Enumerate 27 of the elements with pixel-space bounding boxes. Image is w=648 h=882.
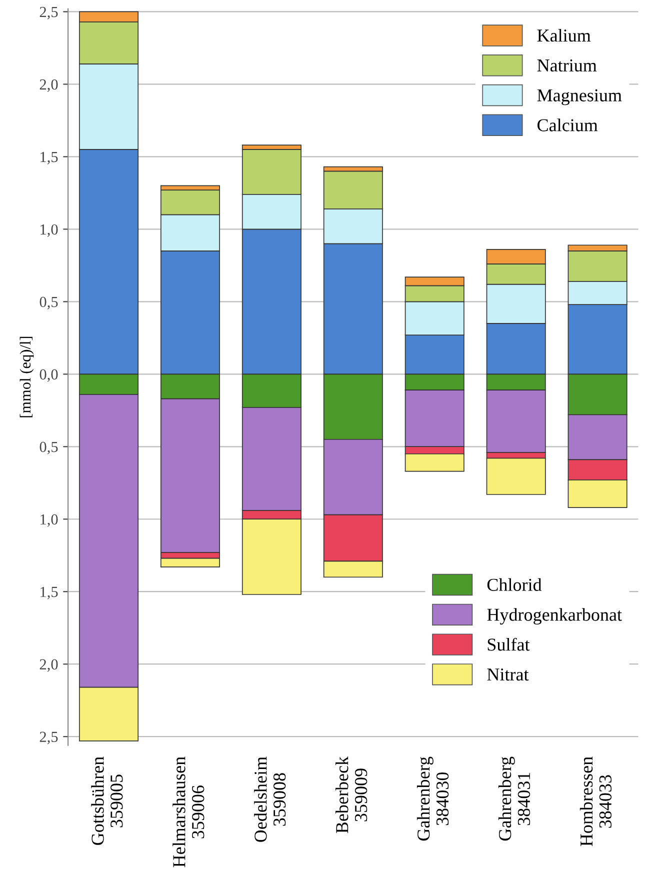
y-tick-label: 0,5 [40, 296, 58, 310]
x-tick-label: Helmarshausen 359006 [172, 756, 204, 868]
y-tick-label: 0,0 [40, 369, 58, 382]
legend-label: Kalium [537, 28, 591, 42]
y-tick-label: 2,0 [40, 79, 58, 92]
x-tick-label: Beberbeck 359009 [336, 756, 368, 834]
legend-label: Nitrat [487, 668, 529, 681]
y-tick-label: 1,5 [40, 152, 58, 164]
legend-label: Chlorid [487, 578, 542, 591]
x-tick-label: Gottsbühren 359005 [91, 756, 123, 845]
x-tick-label: Gahrenberg 384030 [416, 756, 449, 841]
x-tick-label: Gahrenberg 384031 [498, 756, 530, 841]
x-tick-label: Hombressen 384033 [580, 756, 612, 846]
y-tick-label: 1,0 [40, 224, 58, 237]
y-tick-label: 0,5 [40, 442, 58, 454]
y-tick-label: 2,5 [40, 732, 58, 744]
y-axis-title: [mmol (eq)/l] [20, 336, 34, 418]
legend-label: Natrium [537, 59, 597, 72]
y-tick-label: 1,5 [40, 586, 58, 600]
x-tick-label: Oedelsheim 359008 [254, 756, 286, 842]
y-tick-label: 2,5 [40, 6, 58, 20]
y-tick-label: 1,0 [40, 514, 58, 527]
legend-label: Sulfat [488, 638, 530, 651]
y-tick-label: 2,0 [40, 659, 58, 672]
legend-label: Calcium [538, 118, 598, 132]
legend-label: Magnesium [537, 89, 622, 106]
legend-label: Hydrogenkarbonat [487, 608, 622, 625]
